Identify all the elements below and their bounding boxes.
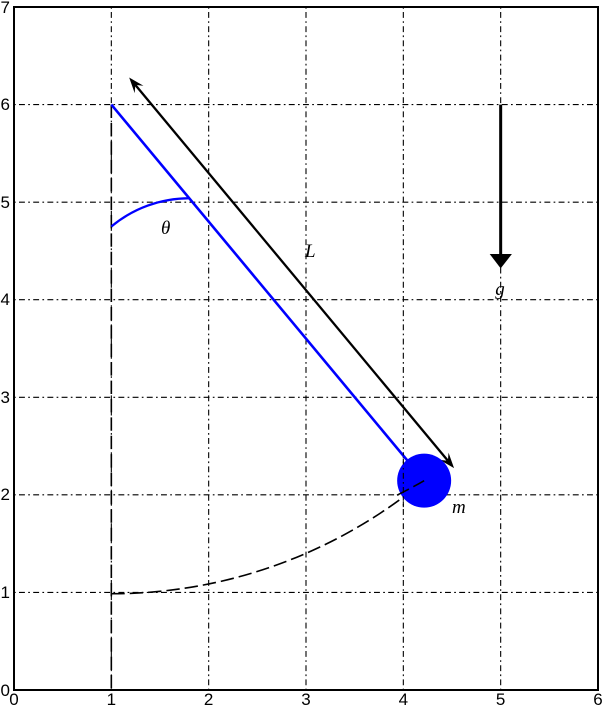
- svg-text:θ: θ: [161, 218, 170, 239]
- svg-text:1: 1: [1, 583, 10, 602]
- svg-text:5: 5: [1, 193, 10, 212]
- svg-text:2: 2: [1, 485, 10, 504]
- svg-text:2: 2: [204, 690, 213, 707]
- svg-text:7: 7: [1, 0, 10, 17]
- svg-text:3: 3: [1, 388, 10, 407]
- svg-text:4: 4: [1, 290, 10, 309]
- svg-text:4: 4: [399, 690, 408, 707]
- svg-text:6: 6: [593, 690, 602, 707]
- svg-text:g: g: [495, 279, 505, 300]
- svg-text:1: 1: [107, 690, 116, 707]
- svg-text:5: 5: [496, 690, 505, 707]
- svg-text:L: L: [304, 241, 316, 262]
- svg-text:0: 0: [1, 681, 10, 700]
- svg-text:m: m: [452, 497, 466, 518]
- svg-text:6: 6: [1, 95, 10, 114]
- svg-text:3: 3: [301, 690, 310, 707]
- svg-text:0: 0: [9, 690, 18, 707]
